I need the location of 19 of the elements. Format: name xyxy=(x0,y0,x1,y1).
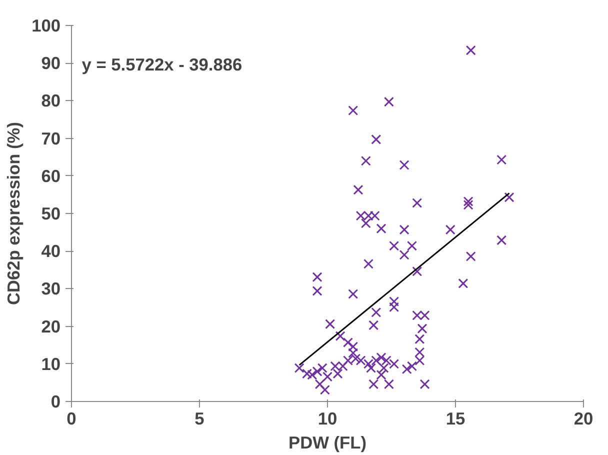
y-tick-label: 70 xyxy=(41,128,61,148)
x-tick-label: 15 xyxy=(446,408,466,428)
x-axis-title: PDW (FL) xyxy=(288,432,366,452)
y-tick-label: 90 xyxy=(41,53,61,74)
y-tick-label: 60 xyxy=(41,166,61,186)
y-tick-label: 40 xyxy=(41,241,61,262)
y-tick-label: 20 xyxy=(41,316,61,336)
y-tick-label: 10 xyxy=(41,354,61,374)
x-tick-label: 20 xyxy=(574,408,594,428)
y-tick-label: 80 xyxy=(41,90,61,111)
x-tick-label: 5 xyxy=(194,408,205,428)
annotation: y = 5.5722x - 39.886 xyxy=(82,54,243,74)
y-tick-label: 0 xyxy=(50,392,61,412)
x-tick-label: 10 xyxy=(318,408,338,428)
y-tick-label: 50 xyxy=(41,204,61,224)
x-tick-label: 0 xyxy=(66,408,76,428)
y-axis-title: CD62p expression (%) xyxy=(4,122,24,305)
y-tick-label: 30 xyxy=(41,278,61,299)
y-tick-label: 100 xyxy=(32,16,61,36)
